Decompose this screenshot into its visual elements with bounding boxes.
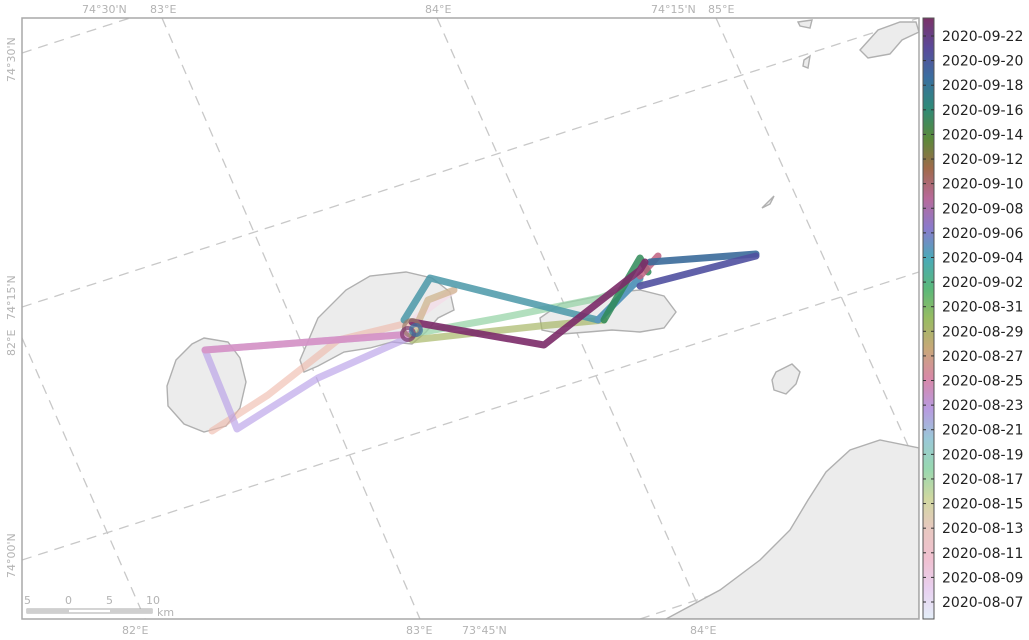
graticule-line (22, 18, 131, 54)
top-axis-label: 85°E (708, 3, 734, 16)
islet-top-right (859, 21, 919, 59)
legend-label: 2020-09-10 (942, 177, 1023, 193)
track-segment (636, 252, 760, 290)
track-knot (409, 323, 423, 337)
bottom-axis-label: 73°45'N (462, 624, 507, 637)
legend-label: 2020-08-19 (942, 447, 1023, 463)
left-axis-label: 82°E (5, 330, 18, 356)
legend-label: 2020-08-21 (942, 423, 1023, 439)
left-axis-label: 74°15'N (5, 275, 18, 320)
track-segment (201, 330, 416, 354)
scale-tick: 0 (65, 594, 72, 607)
top-axis-label: 83°E (150, 3, 176, 16)
legend-label: 2020-08-13 (942, 521, 1023, 537)
legend-label: 2020-08-07 (942, 595, 1023, 611)
top-axis-label: 74°30'N (82, 3, 127, 16)
bottom-axis-label: 83°E (406, 624, 432, 637)
legend-label: 2020-09-16 (942, 103, 1023, 119)
legend-label: 2020-08-25 (942, 374, 1023, 390)
top-axis: 74°30'N 83°E 84°E 74°15'N 85°E (82, 3, 734, 16)
scale-tick: 5 (106, 594, 113, 607)
legend-label: 2020-08-09 (942, 570, 1023, 586)
legend-label: 2020-09-08 (942, 201, 1023, 217)
islet-sliver (761, 195, 775, 209)
track-segment (408, 258, 649, 349)
legend-label: 2020-08-29 (942, 324, 1023, 340)
map-panel[interactable]: 5 0 5 10 km (22, 18, 919, 619)
bottom-axis-label: 82°E (122, 624, 148, 637)
legend-label: 2020-08-17 (942, 472, 1023, 488)
top-axis-label: 84°E (425, 3, 451, 16)
scale-unit: km (157, 606, 174, 619)
mainland-se (665, 439, 919, 619)
map-frame (21, 17, 920, 620)
left-axis-label: 74°30'N (5, 37, 18, 82)
legend-label: 2020-09-14 (942, 127, 1023, 143)
legend-label: 2020-09-04 (942, 250, 1023, 266)
bottom-axis: 82°E 83°E 73°45'N 84°E (122, 624, 716, 637)
scale-tick: 5 (24, 594, 31, 607)
islet-ne (771, 363, 801, 395)
animal-track (201, 250, 760, 435)
bottom-axis-label: 84°E (690, 624, 716, 637)
graticule-line (22, 337, 146, 619)
graticule-line (161, 18, 421, 619)
left-axis-label: 74°00'N (5, 533, 18, 578)
legend-label: 2020-09-22 (942, 29, 1023, 45)
legend-label: 2020-08-11 (942, 546, 1023, 562)
scale-bar: 5 0 5 10 km (24, 594, 174, 619)
legend-label: 2020-09-02 (942, 275, 1023, 291)
top-axis-label: 74°15'N (651, 3, 696, 16)
legend-label: 2020-08-31 (942, 300, 1023, 316)
left-axis: 74°30'N 74°15'N 82°E 74°00'N (5, 37, 18, 578)
legend-label: 2020-09-12 (942, 152, 1023, 168)
legend-colorbar (922, 17, 935, 620)
legend-label: 2020-09-18 (942, 78, 1023, 94)
legend-label: 2020-08-15 (942, 497, 1023, 513)
legend-label: 2020-08-23 (942, 398, 1023, 414)
graticule-line (22, 18, 919, 308)
track-segment (208, 318, 416, 435)
track-segment (646, 250, 760, 266)
legend-label: 2020-09-06 (942, 226, 1023, 242)
legend-labels: 2020-09-22 2020-09-20 2020-09-18 2020-09-16… (942, 29, 1023, 611)
islet-small (802, 54, 811, 69)
graticule-line (22, 271, 919, 561)
graticule-line (715, 18, 919, 471)
legend-ticks (923, 35, 934, 603)
legend: 2020-09-22 2020-09-20 2020-09-18 2020-09-16… (922, 17, 1023, 620)
track-segment (408, 316, 608, 344)
scale-tick: 10 (146, 594, 160, 607)
legend-label: 2020-09-20 (942, 54, 1023, 70)
legend-label: 2020-08-27 (942, 349, 1023, 365)
islet-top-right-2 (796, 19, 813, 29)
